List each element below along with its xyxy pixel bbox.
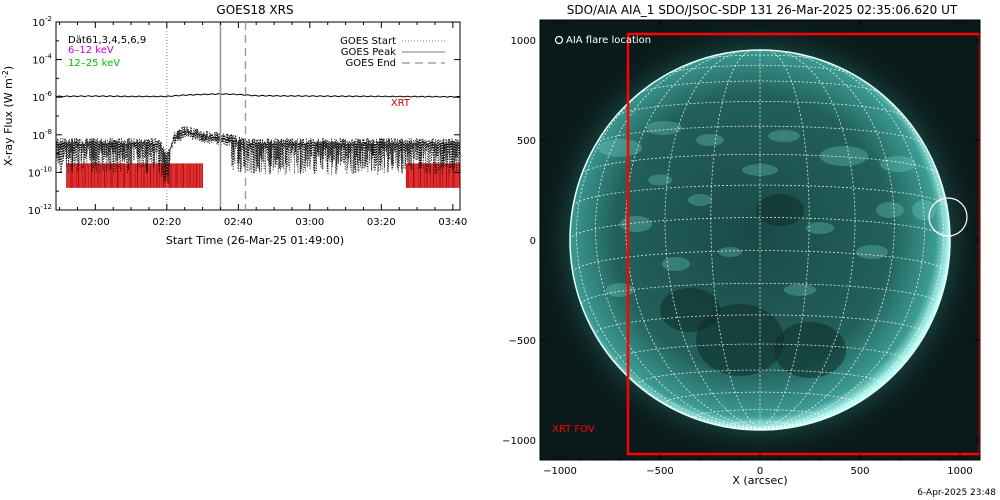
- active-region-patch: [912, 200, 936, 220]
- xrt-coverage-bar: [405, 163, 460, 188]
- flare-legend-marker: [554, 35, 564, 45]
- solar-limb: [569, 49, 951, 431]
- latitude-line: [570, 217, 950, 241]
- active-region-patch: [648, 174, 672, 186]
- aia-x-axis-label: X (arcsec): [732, 474, 787, 487]
- active-region-patch: [856, 245, 888, 259]
- longitude-line: [576, 68, 761, 430]
- goes-chart-title: GOES18 XRS: [216, 3, 293, 17]
- latitude-line: [666, 65, 854, 75]
- active-region-patch: [880, 156, 916, 172]
- longitude-line: [759, 51, 895, 430]
- goes-y-axis: 10-2 10-4 10-6 10-8 10-10 10-12: [28, 15, 460, 217]
- annotation-detectors: Dät61,3,4,5,6,9: [68, 35, 146, 46]
- latitude-line: [694, 409, 826, 421]
- goes-xrs-panel: GOES18 XRS 10-2 10-4 10-6 10-8 10-10 10-12 02…: [1, 3, 467, 247]
- aia-y-tick-label: −500: [509, 336, 536, 347]
- aia-x-tick-label: 1000: [947, 466, 972, 477]
- active-region-patch: [620, 216, 652, 232]
- aia-y-tick-label: −1000: [502, 436, 536, 447]
- coronal-hole: [660, 288, 720, 332]
- active-region-patch: [718, 247, 742, 257]
- latitude-line: [596, 125, 924, 144]
- active-region-patch: [696, 134, 724, 146]
- active-region-patch: [806, 222, 834, 234]
- latitude-line: [639, 80, 881, 94]
- legend-goes-start-label: GOES Start: [340, 36, 396, 47]
- goes-x-axis: 02:00 02:20 02:40 03:00 03:20 03:40: [59, 22, 467, 228]
- aia-y-tick-label: 0: [530, 236, 536, 247]
- legend-goes-end-label: GOES End: [346, 58, 396, 69]
- latitude-line: [614, 101, 906, 118]
- aia-y-tick-label: 1000: [511, 36, 536, 47]
- aia-axes: −1000 −500 0 500 1000 1000 500 0 −500 −1000: [502, 19, 981, 477]
- goes-long-channel-line: [55, 93, 461, 98]
- goes-y-tick-label: 10-4: [32, 53, 52, 67]
- aia-y-tick-label: 500: [517, 136, 536, 147]
- longitude-line: [759, 50, 810, 430]
- goes-y-tick-label: 10-2: [32, 15, 52, 29]
- xrt-coverage-bars: [66, 163, 460, 188]
- active-region-patch: [688, 194, 712, 206]
- flare-location-circle: [928, 197, 968, 237]
- active-region-patch: [768, 130, 800, 142]
- latitude-line: [572, 250, 948, 273]
- goes-x-tick-label: 02:00: [81, 217, 110, 228]
- goes-y-tick-label: 10-8: [32, 128, 52, 142]
- latitude-line: [581, 153, 939, 175]
- longitude-line: [710, 50, 761, 430]
- xrt-fov-box: [626, 32, 980, 456]
- goes-x-tick-label: 03:20: [367, 217, 396, 228]
- xrt-coverage-bar: [66, 163, 203, 188]
- goes-y-tick-label: 10-12: [28, 203, 52, 217]
- active-regions: [598, 121, 936, 378]
- longitude-line: [625, 51, 761, 430]
- xrt-label: XRT: [391, 98, 411, 109]
- aia-x-tick-label: −500: [646, 466, 673, 477]
- annotation-12-25-kev: 12–25 keV: [68, 58, 120, 69]
- goes-x-tick-label: 02:40: [224, 217, 253, 228]
- longitude-line: [595, 54, 761, 430]
- aia-x-tick-label: 500: [850, 466, 869, 477]
- goes-x-tick-label: 02:20: [152, 217, 181, 228]
- goes-y-tick-label: 10-10: [28, 165, 52, 179]
- goes-series-group: [55, 93, 461, 184]
- latitude-line: [572, 184, 948, 207]
- longitude-line: [759, 68, 944, 430]
- legend-goes-peak-label: GOES Peak: [341, 47, 396, 58]
- aia-image-title: SDO/AIA AIA_1 SDO/JSOC-SDP 131 26-Mar-20…: [567, 3, 958, 17]
- coronal-hole: [756, 194, 804, 226]
- goes-y-tick-label: 10-6: [32, 90, 52, 104]
- goes-x-axis-label: Start Time (26-Mar-25 01:49:00): [166, 234, 344, 247]
- longitude-line: [759, 54, 925, 430]
- longitude-line: [664, 50, 761, 430]
- active-region-patch: [820, 146, 868, 166]
- aia-x-tick-label: −1000: [543, 466, 577, 477]
- coronal-hole: [696, 304, 784, 376]
- active-region-patch: [598, 139, 642, 157]
- latitude-line: [664, 391, 856, 406]
- goes-y-axis-label: X-ray Flux (W m-2): [1, 66, 15, 166]
- active-region-patch: [646, 121, 682, 135]
- active-region-patch: [742, 164, 778, 176]
- goes-x-tick-label: 03:00: [295, 217, 324, 228]
- aia-x-tick-label: 0: [757, 466, 763, 477]
- active-region-patch: [876, 202, 904, 218]
- active-region-patch: [662, 257, 690, 271]
- latitude-line: [637, 369, 883, 387]
- aia-image-panel: SDO/AIA AIA_1 SDO/JSOC-SDP 131 26-Mar-20…: [502, 3, 981, 487]
- longitude-line: [759, 50, 856, 430]
- coronal-hole: [774, 322, 846, 378]
- flare-location-label: AIA flare location: [566, 35, 651, 46]
- xrt-fov-label: XRT FOV: [552, 424, 595, 435]
- active-region-patch: [784, 284, 816, 296]
- annotation-6-12-kev: 6–12 keV: [68, 45, 114, 56]
- goes-short-channel-line: [55, 126, 461, 184]
- footer-timestamp: 6-Apr-2025 23:48: [917, 488, 996, 498]
- active-region-patch: [606, 283, 634, 297]
- goes-event-lines: [166, 22, 247, 210]
- goes-x-tick-label: 03:40: [438, 217, 467, 228]
